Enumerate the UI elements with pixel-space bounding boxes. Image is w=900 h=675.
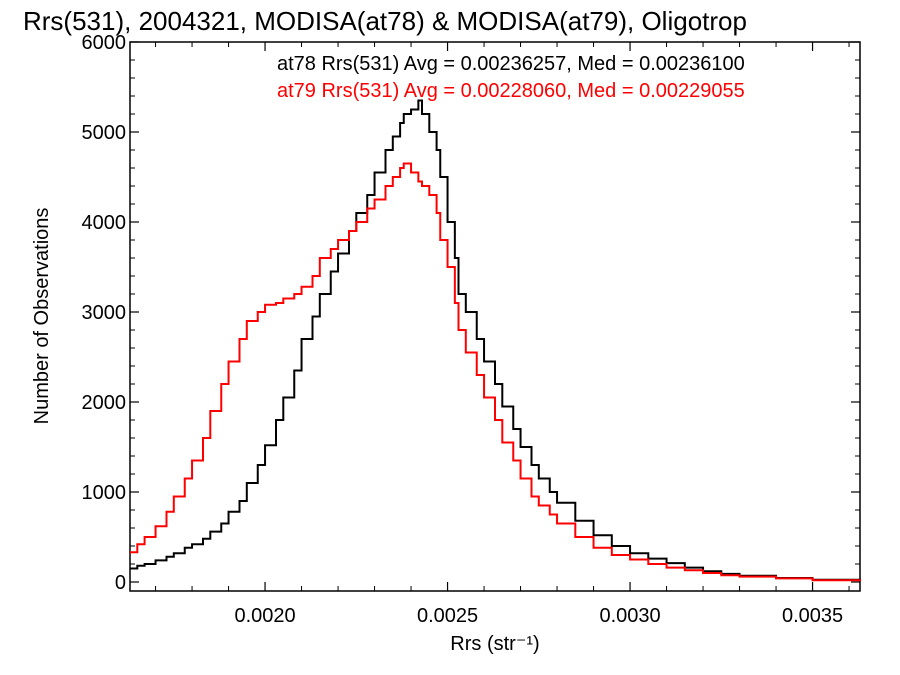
y-tick-label-1: 1000 bbox=[82, 482, 127, 504]
y-tick-label-0: 0 bbox=[115, 572, 126, 594]
x-axis-ticks: 0.0020 0.0025 0.0030 0.0035 bbox=[155, 42, 850, 627]
y-axis-label: Number of Observations bbox=[31, 208, 53, 425]
y-tick-label-3: 3000 bbox=[82, 302, 127, 324]
x-tick-label-3: 0.0035 bbox=[782, 605, 843, 627]
y-tick-label-2: 2000 bbox=[82, 392, 127, 414]
y-tick-label-4: 4000 bbox=[82, 212, 127, 234]
y-tick-label-5: 5000 bbox=[82, 122, 127, 144]
x-tick-label-2: 0.0030 bbox=[599, 605, 660, 627]
plot-frame bbox=[129, 41, 861, 592]
series-line-1 bbox=[130, 99, 861, 582]
y-axis-ticks: 0 1000 2000 3000 4000 5000 6000 bbox=[82, 32, 860, 594]
chart-title: Rrs(531), 2004321, MODISA(at78) & MODISA… bbox=[23, 6, 747, 36]
series-line-2 bbox=[130, 162, 861, 582]
legend-entry-1: at78 Rrs(531) Avg = 0.00236257, Med = 0.… bbox=[277, 53, 745, 75]
x-tick-label-0: 0.0020 bbox=[234, 605, 295, 627]
legend-entry-2: at79 Rrs(531) Avg = 0.00228060, Med = 0.… bbox=[277, 80, 745, 102]
series-layer bbox=[130, 99, 861, 582]
x-axis-label: Rrs (str⁻¹) bbox=[450, 633, 539, 655]
y-tick-label-6: 6000 bbox=[82, 32, 127, 54]
x-tick-label-1: 0.0025 bbox=[417, 605, 478, 627]
